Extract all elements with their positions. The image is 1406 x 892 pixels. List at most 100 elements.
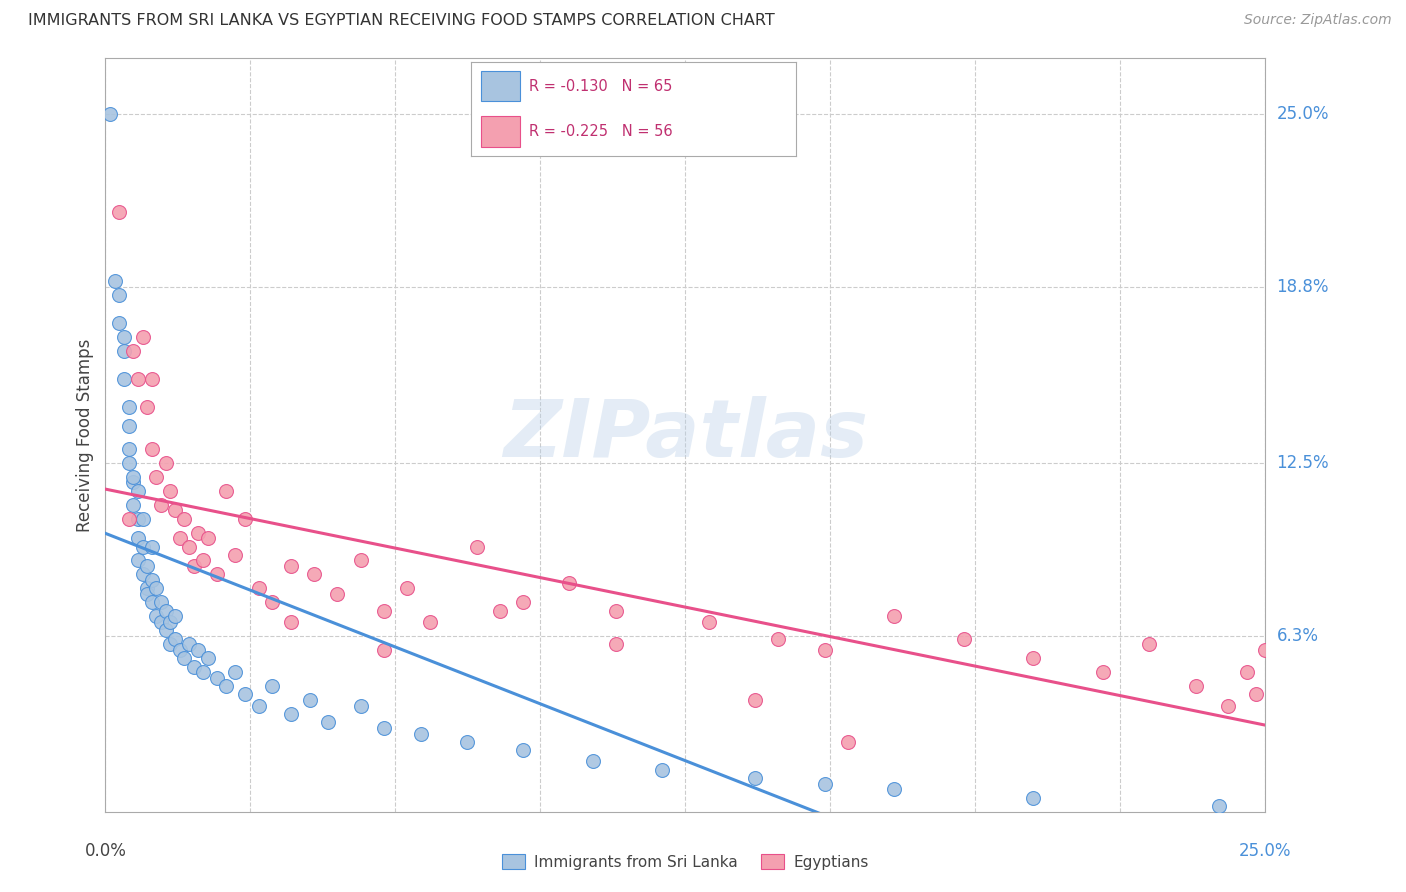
- Point: [233, 688, 256, 702]
- Point: [131, 511, 153, 525]
- Point: [136, 587, 159, 601]
- Point: [1236, 665, 1258, 680]
- Point: [108, 316, 131, 330]
- Point: [582, 755, 605, 769]
- Point: [118, 511, 141, 525]
- Point: [280, 559, 302, 574]
- Point: [173, 651, 195, 665]
- Point: [316, 715, 339, 730]
- Point: [744, 693, 766, 707]
- Point: [136, 400, 159, 414]
- Text: 25.0%: 25.0%: [1277, 105, 1329, 123]
- Legend: Immigrants from Sri Lanka, Egyptians: Immigrants from Sri Lanka, Egyptians: [496, 847, 875, 876]
- Point: [127, 372, 149, 386]
- Point: [127, 511, 149, 525]
- Y-axis label: Receiving Food Stamps: Receiving Food Stamps: [76, 338, 94, 532]
- Point: [396, 582, 419, 596]
- Point: [155, 456, 177, 470]
- Text: ZIPatlas: ZIPatlas: [503, 396, 868, 474]
- Point: [187, 642, 209, 657]
- Point: [304, 567, 326, 582]
- Point: [122, 498, 145, 512]
- Point: [150, 498, 173, 512]
- Point: [141, 595, 163, 609]
- Point: [224, 665, 246, 680]
- Point: [177, 637, 200, 651]
- Point: [1092, 665, 1115, 680]
- Point: [205, 671, 228, 685]
- Point: [953, 632, 976, 646]
- Point: [127, 553, 149, 567]
- Point: [744, 771, 766, 785]
- Point: [131, 330, 153, 344]
- Point: [163, 632, 186, 646]
- Text: 18.8%: 18.8%: [1277, 278, 1329, 296]
- Text: Source: ZipAtlas.com: Source: ZipAtlas.com: [1244, 13, 1392, 28]
- Point: [813, 777, 835, 791]
- Point: [837, 735, 859, 749]
- Point: [373, 604, 395, 618]
- Point: [159, 483, 181, 498]
- Point: [280, 706, 302, 721]
- Point: [145, 582, 167, 596]
- Point: [136, 582, 159, 596]
- Point: [883, 782, 905, 797]
- Point: [373, 721, 395, 735]
- Point: [150, 615, 173, 629]
- Point: [163, 609, 186, 624]
- Point: [108, 288, 131, 302]
- Point: [605, 637, 627, 651]
- Text: 12.5%: 12.5%: [1277, 454, 1329, 472]
- Point: [456, 735, 478, 749]
- Point: [280, 615, 302, 629]
- Point: [1218, 698, 1240, 713]
- Point: [112, 372, 135, 386]
- Point: [122, 475, 145, 490]
- Point: [1208, 799, 1230, 814]
- Point: [136, 559, 159, 574]
- Point: [169, 531, 191, 545]
- Point: [131, 540, 153, 554]
- Point: [118, 456, 141, 470]
- Point: [197, 531, 219, 545]
- Point: [215, 483, 238, 498]
- Point: [98, 107, 121, 121]
- Text: 0.0%: 0.0%: [84, 842, 127, 860]
- Point: [141, 372, 163, 386]
- Point: [118, 419, 141, 434]
- Point: [1185, 679, 1208, 693]
- Point: [697, 615, 720, 629]
- Point: [224, 548, 246, 562]
- Point: [177, 540, 200, 554]
- Point: [1022, 790, 1045, 805]
- Point: [112, 344, 135, 359]
- Point: [141, 540, 163, 554]
- Point: [141, 442, 163, 456]
- Text: IMMIGRANTS FROM SRI LANKA VS EGYPTIAN RECEIVING FOOD STAMPS CORRELATION CHART: IMMIGRANTS FROM SRI LANKA VS EGYPTIAN RE…: [28, 13, 775, 29]
- Point: [298, 693, 321, 707]
- Point: [1244, 688, 1267, 702]
- Point: [768, 632, 790, 646]
- Point: [1254, 642, 1277, 657]
- Point: [159, 615, 181, 629]
- Point: [558, 575, 581, 590]
- Point: [247, 582, 270, 596]
- Point: [205, 567, 228, 582]
- Point: [118, 400, 141, 414]
- Point: [127, 531, 149, 545]
- Point: [169, 642, 191, 657]
- Point: [651, 763, 673, 777]
- Point: [183, 659, 205, 673]
- Point: [191, 553, 214, 567]
- Point: [262, 679, 284, 693]
- Point: [605, 604, 627, 618]
- Point: [118, 442, 141, 456]
- Point: [262, 595, 284, 609]
- Point: [373, 642, 395, 657]
- Point: [419, 615, 441, 629]
- Point: [233, 511, 256, 525]
- Point: [155, 624, 177, 638]
- Point: [159, 637, 181, 651]
- Point: [1139, 637, 1161, 651]
- Point: [141, 573, 163, 587]
